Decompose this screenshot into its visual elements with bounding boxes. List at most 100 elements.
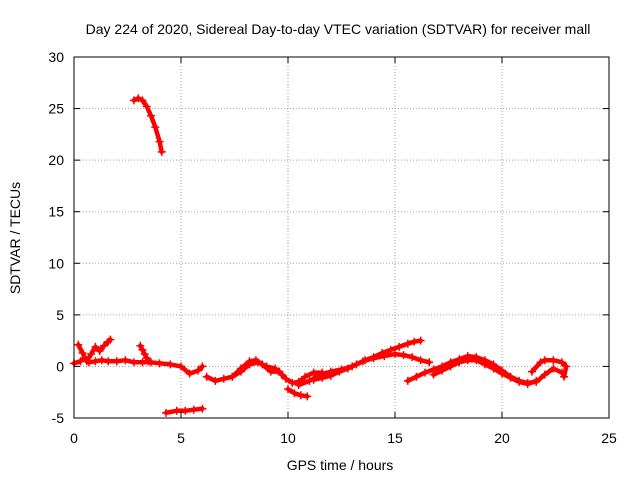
data-point (410, 337, 419, 346)
data-point (129, 358, 138, 367)
data-point (99, 341, 108, 350)
data-point (129, 96, 138, 105)
data-point (386, 345, 395, 354)
data-point (106, 335, 115, 344)
x-tick-label: 25 (601, 430, 617, 446)
data-point (549, 364, 558, 373)
data-point (412, 372, 421, 381)
data-point (266, 367, 275, 376)
data-point (463, 356, 472, 365)
data-point (140, 350, 149, 359)
series-arc-12 (429, 356, 541, 388)
data-layer (70, 94, 571, 417)
data-point (147, 111, 156, 120)
series-trace (204, 360, 284, 384)
data-point (155, 137, 164, 146)
data-point (429, 370, 438, 379)
data-point (549, 356, 558, 365)
data-point (284, 385, 292, 394)
data-point (352, 360, 361, 369)
data-point (151, 123, 160, 132)
data-point (326, 371, 335, 380)
data-point (288, 378, 297, 387)
data-point (540, 356, 549, 365)
data-point (198, 404, 207, 413)
data-point (202, 372, 211, 381)
data-point (166, 360, 175, 369)
data-point (236, 364, 245, 373)
series-arc-10 (309, 336, 425, 384)
data-point (78, 349, 87, 358)
series-arc-8 (284, 385, 312, 401)
data-point (138, 345, 147, 354)
data-point (136, 341, 145, 350)
y-tick-label: 0 (56, 358, 64, 374)
data-point (144, 357, 153, 366)
data-point (425, 358, 434, 367)
y-tick-label: 30 (48, 49, 64, 65)
data-point (438, 366, 447, 375)
data-point (523, 379, 532, 388)
series-arc-1 (129, 94, 166, 156)
data-point (142, 102, 151, 111)
data-point (172, 406, 181, 415)
data-point (303, 392, 312, 401)
series-arc-5 (162, 404, 207, 417)
x-tick-label: 5 (177, 430, 185, 446)
x-tick-label: 20 (494, 430, 510, 446)
series-arc-9 (294, 350, 434, 389)
data-point (369, 353, 378, 362)
data-point (82, 357, 91, 366)
data-point (446, 362, 455, 371)
data-point (177, 362, 185, 371)
data-point (498, 369, 506, 378)
y-tick-label: 15 (48, 204, 64, 220)
data-point (343, 364, 352, 373)
data-point (403, 376, 412, 385)
data-point (489, 364, 498, 373)
x-tick-label: 10 (280, 430, 296, 446)
data-point (121, 356, 130, 365)
data-point (309, 375, 318, 384)
data-point (91, 342, 100, 351)
data-point (416, 336, 425, 345)
x-tick-label: 0 (70, 430, 78, 446)
data-point (258, 360, 267, 369)
data-point (194, 366, 203, 375)
y-tick-label: 5 (56, 307, 64, 323)
data-point (185, 369, 194, 378)
data-point (91, 357, 100, 366)
data-point (403, 339, 412, 348)
data-point (157, 147, 166, 156)
chart-title: Day 224 of 2020, Sidereal Day-to-day VTE… (86, 21, 591, 37)
data-point (515, 377, 524, 386)
data-point (301, 372, 310, 381)
data-point (391, 350, 399, 359)
data-point (281, 374, 290, 383)
data-point (112, 357, 121, 366)
y-tick-label: -5 (52, 410, 65, 426)
data-point (275, 367, 284, 376)
data-point (198, 362, 207, 371)
series-arc-13 (527, 356, 571, 381)
data-point (162, 408, 171, 417)
plot-frame (73, 56, 610, 419)
data-point (506, 373, 515, 382)
data-point (560, 372, 569, 381)
series-arc-4 (136, 341, 153, 366)
axis-ticks: 0 5 10 15 20 25 -5 0 5 10 15 20 25 30 (48, 49, 617, 446)
data-point (536, 358, 545, 367)
data-point (527, 367, 536, 376)
data-point (104, 357, 113, 366)
data-point (219, 374, 228, 383)
data-point (95, 346, 104, 355)
data-point (155, 359, 164, 368)
data-point (420, 368, 429, 377)
series-arc-7 (228, 356, 327, 387)
data-point (296, 391, 305, 400)
data-point (251, 356, 260, 365)
data-point (378, 349, 387, 358)
data-point (540, 370, 549, 379)
y-tick-label: 20 (48, 152, 64, 168)
series-arc-3 (74, 335, 115, 366)
